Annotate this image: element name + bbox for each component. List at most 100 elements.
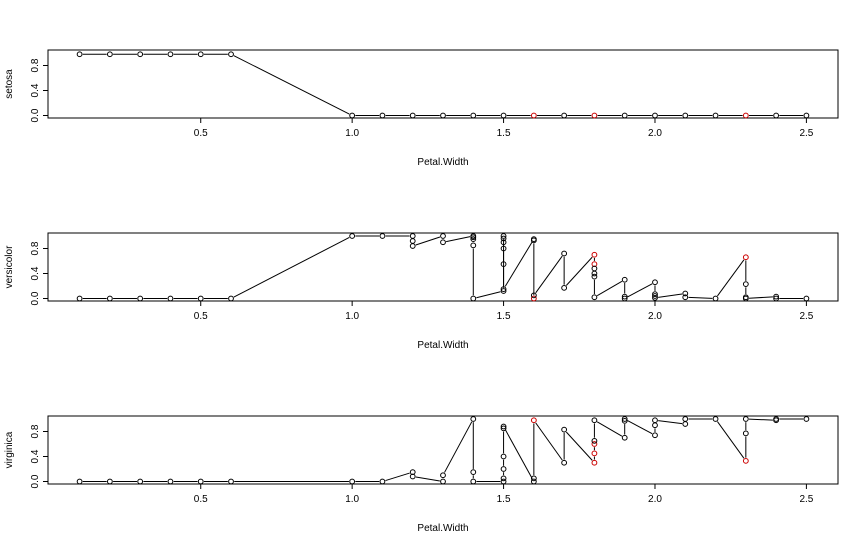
data-point [682,416,689,422]
data-point [742,295,749,302]
data-point [742,416,749,422]
x-tick-label: 0.5 [194,311,208,322]
x-tick-label: 1.0 [345,494,359,505]
data-point [621,276,628,283]
data-point [652,279,658,286]
x-tick-label: 0.5 [194,494,208,505]
data-point [773,416,780,422]
data-point [561,426,568,433]
data-point [500,233,507,239]
x-axis-title: Petal.Width [417,157,468,168]
x-axis-title: Petal.Width [417,340,468,351]
data-point [500,261,507,268]
series-line-segment [749,418,773,421]
data-point [137,51,144,58]
data-point [197,295,204,302]
y-tick-label: 0.4 [30,83,41,97]
data-point [652,417,658,424]
data-point [500,478,507,485]
data-point [682,421,689,427]
data-point [621,434,628,441]
data-point [500,245,507,252]
data-point [106,51,113,58]
panel-versicolor: 0.5 1.0 1.5 2.0 2.5 0.0 0.4 0.8 Petal.Width versi… [4,232,839,351]
y-axis-title: versicolor [4,245,15,288]
x-tick-label: 1.5 [497,494,511,505]
series-line-segment [233,237,350,298]
data-point [803,416,810,422]
series-line-segment [535,422,563,461]
data-point [379,233,386,239]
data-point [379,478,386,485]
data-point [500,423,507,430]
data-point [197,51,204,58]
data-point [742,430,749,437]
data-point [500,453,507,460]
x-tick-label: 0.5 [194,128,208,139]
data-point [349,233,356,239]
x-tick-label: 1.5 [497,311,511,322]
data-point [106,295,113,302]
data-point [409,473,416,480]
data-point [561,112,568,119]
series-line-segment [565,256,593,286]
data-point [530,478,537,485]
data-point [500,239,507,246]
data-point [591,270,598,277]
data-point [409,112,416,119]
data-point [470,236,477,243]
data-point [652,432,658,439]
series-line-segment [385,472,410,482]
data-point-highlight [591,441,598,447]
series-line-segment [627,420,653,435]
x-tick-label: 1.5 [497,128,511,139]
series-line-segment [233,55,350,115]
x-tick-label: 2.5 [799,128,813,139]
data-point [500,475,507,482]
data-point [500,425,507,432]
data-point [349,478,356,485]
data-point [440,472,446,479]
data-point [349,112,356,119]
series-line-segment [596,280,623,297]
y-tick-label: 0.8 [30,241,41,255]
data-point [76,295,83,302]
data-point [803,295,810,302]
data-point [530,475,537,482]
data-point [500,466,507,472]
data-point-highlight [591,251,598,258]
series-line-segment [446,236,471,243]
series-line-segment [627,283,653,298]
data-point [167,295,174,302]
plot-frame [47,232,839,302]
series-line-segment [658,293,683,298]
data-point [621,293,628,300]
data-point [621,112,628,119]
y-tick-label: 0.0 [30,474,41,488]
y-axis-title: setosa [4,69,15,99]
data-point [440,478,446,485]
data-point [500,235,507,242]
data-point [470,416,477,422]
data-point [803,112,810,119]
x-tick-label: 2.5 [799,311,813,322]
data-point [470,112,477,119]
series-line-segment [596,421,623,437]
x-tick-label: 2.0 [648,494,662,505]
data-point [591,437,598,444]
data-point [470,234,477,241]
data-point-highlight [742,254,749,261]
data-point [228,295,234,302]
data-point [500,286,507,293]
data-point [712,112,719,119]
plot-frame [47,415,839,485]
data-point-highlight [530,417,537,424]
x-tick-label: 2.0 [648,128,662,139]
series-line-segment [658,420,683,425]
data-point [137,478,144,485]
y-tick-label: 0.8 [30,58,41,72]
series-line-segment [415,476,440,482]
data-point [530,237,537,244]
series-line-segment [415,236,441,246]
data-point-highlight [530,295,537,302]
